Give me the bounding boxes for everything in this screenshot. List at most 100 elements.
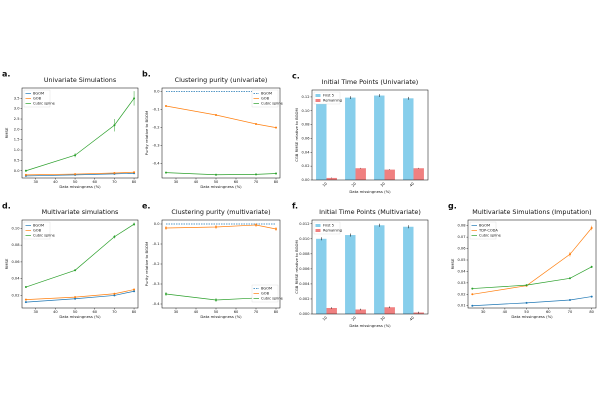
x-tick-label: 80: [132, 180, 137, 184]
y-axis-label: CGB RMSE relative to BGOM: [294, 108, 299, 162]
bar: [345, 97, 356, 180]
bar: [384, 307, 395, 314]
y-tick-label: 0.0: [14, 169, 20, 173]
legend-box: [23, 89, 51, 108]
x-tick-label: 40: [194, 310, 199, 314]
x-tick-label: 30: [33, 180, 38, 184]
y-tick-label: 3.0: [14, 107, 20, 111]
x-tick-label: 30: [33, 310, 38, 314]
y-tick-label: 1.5: [14, 138, 20, 142]
point: [113, 292, 116, 295]
legend-box: [23, 221, 51, 240]
legend-label: Cubic spline: [33, 234, 56, 238]
point: [24, 169, 27, 172]
x-tick-label: 50: [214, 180, 219, 184]
y-tick-label: 1.0: [14, 148, 20, 152]
legend-box: [251, 284, 279, 303]
chart-title: Clustering purity (multivariate): [171, 208, 270, 216]
y-axis-label: CGB RMSE relative to BGOM: [294, 240, 299, 294]
point: [215, 114, 217, 116]
x-tick-label: 50: [524, 310, 529, 314]
point: [24, 286, 27, 289]
point: [133, 223, 136, 226]
plot-frame: [21, 87, 139, 179]
legend-label: BGOM: [261, 287, 272, 291]
point: [74, 173, 77, 176]
plot-frame: [311, 89, 429, 181]
y-tick-label: 0.02: [301, 164, 309, 168]
legend-label: First 5: [323, 224, 334, 228]
x-tick-label: 10: [322, 315, 329, 322]
y-tick-label: 0.08: [301, 123, 310, 127]
x-tick-label: 60: [92, 180, 97, 184]
y-tick-label: -0.2: [152, 126, 159, 130]
y-tick-label: -0.3: [152, 282, 159, 286]
panel: f. Initial Time Points (Multivariate) Data…: [292, 202, 429, 328]
bar: [413, 168, 424, 180]
x-tick-label: 20: [351, 181, 358, 188]
x-tick-label: 30: [380, 181, 387, 188]
panel-letter: c.: [292, 72, 300, 81]
bar: [326, 307, 337, 314]
y-tick-label: 0.008: [299, 252, 310, 256]
legend-label: GOB: [33, 229, 42, 233]
y-tick-label: 0.08: [457, 224, 466, 228]
legend-label: TDP-CODA: [478, 229, 498, 233]
y-tick-label: 0.08: [11, 243, 20, 247]
line: [25, 172, 135, 177]
legend-label: BGOM: [261, 92, 272, 96]
x-tick-label: 20: [351, 315, 358, 322]
x-tick-label: 80: [132, 310, 137, 314]
x-tick-label: 80: [274, 310, 279, 314]
legend-label: Cubic spline: [479, 234, 502, 238]
y-tick-label: 0.006: [299, 267, 310, 271]
x-axis-label: Data missingness (%): [349, 323, 391, 328]
y-tick-label: 0.002: [299, 297, 309, 301]
x-tick-label: 60: [92, 310, 97, 314]
x-tick-label: 70: [568, 310, 573, 314]
x-tick-label: 70: [112, 180, 117, 184]
x-tick-label: 40: [194, 180, 199, 184]
y-tick-label: -0.1: [152, 108, 159, 112]
panel-letter: f.: [292, 202, 298, 211]
point: [215, 299, 217, 301]
bar: [403, 226, 414, 314]
plot-frame: [467, 219, 597, 309]
bar: [403, 98, 414, 180]
chart-title: Initial Time Points (Multivariate): [319, 208, 421, 216]
plot-frame: [161, 219, 281, 309]
point: [74, 297, 77, 300]
x-tick-label: 40: [409, 181, 416, 188]
x-tick-label: 40: [503, 310, 508, 314]
point: [215, 226, 217, 228]
point: [74, 154, 77, 157]
point: [568, 253, 571, 256]
legend-label: BGOM: [33, 224, 44, 228]
y-tick-label: 0.0: [154, 90, 160, 94]
bar: [384, 169, 395, 180]
y-axis-label: Purity relative to BGOM: [144, 242, 149, 286]
legend-label: Remaining: [323, 99, 342, 103]
point: [525, 301, 528, 304]
x-axis-label: Data missingness (%): [200, 184, 242, 189]
bar: [374, 225, 385, 314]
point: [255, 173, 257, 176]
legend-label: GOB: [261, 97, 270, 101]
y-tick-label: -0.4: [152, 162, 160, 166]
line: [165, 172, 277, 176]
legend-swatch: [315, 99, 321, 102]
point: [165, 171, 167, 174]
point: [133, 97, 136, 100]
line: [25, 289, 135, 300]
y-tick-label: 0.12: [301, 95, 309, 99]
x-tick-label: 40: [409, 315, 416, 322]
legend-label: GOB: [33, 97, 42, 101]
x-tick-label: 80: [589, 310, 594, 314]
x-tick-label: 70: [254, 180, 259, 184]
chart-title: Multivariate simulations: [42, 208, 119, 216]
plot-frame: [161, 87, 281, 179]
x-axis-label: Data missingness (%): [59, 184, 101, 189]
y-axis-label: Purity relative to BGOM: [144, 111, 149, 155]
legend-swatch: [315, 94, 321, 97]
